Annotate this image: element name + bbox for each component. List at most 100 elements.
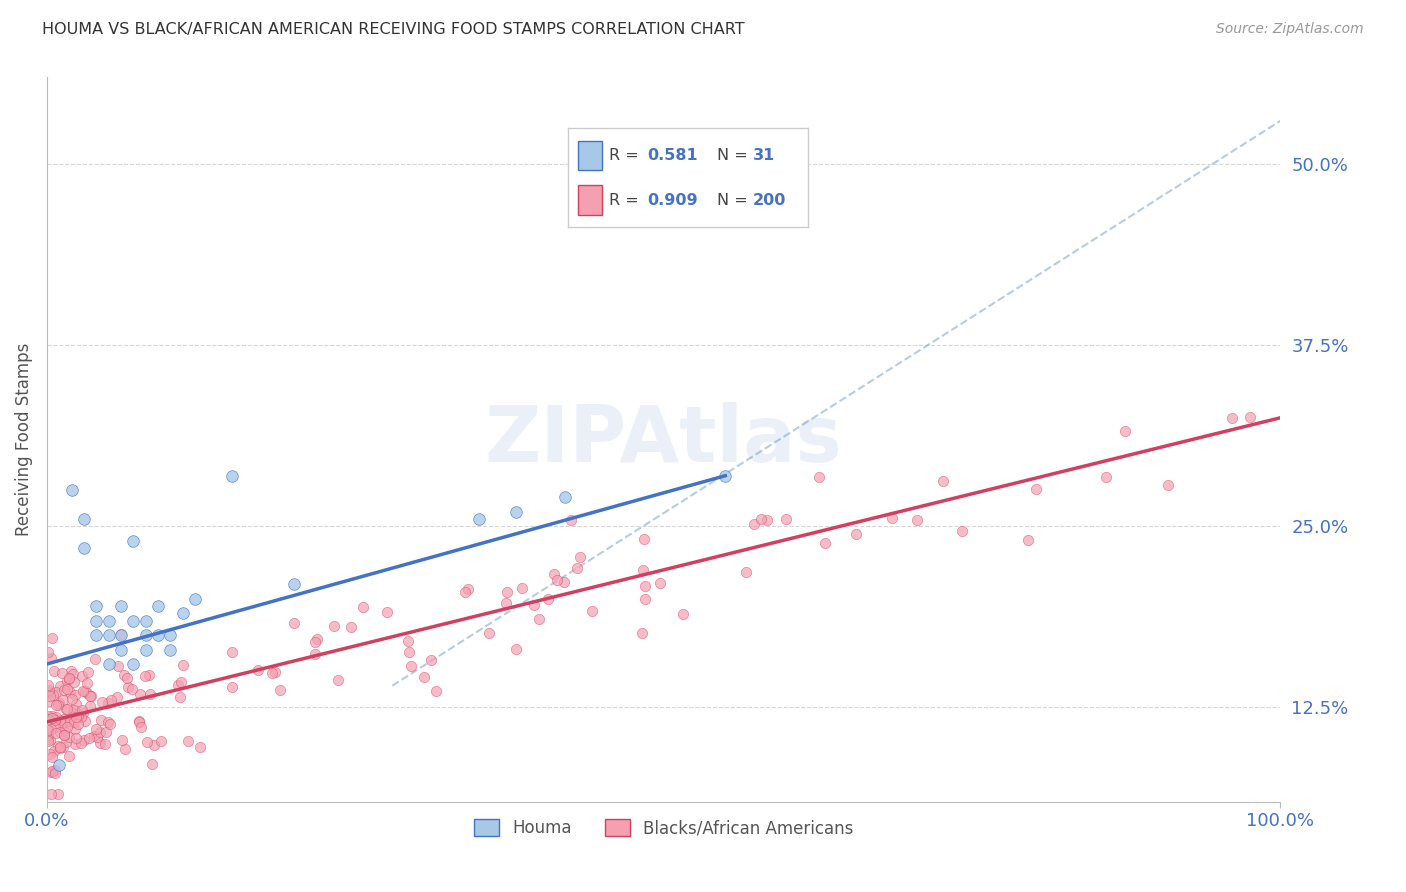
Text: 200: 200	[752, 193, 786, 208]
Point	[138, 668, 160, 682]
Point	[581, 604, 603, 618]
Point	[112, 667, 135, 681]
Point	[79, 698, 101, 713]
Point	[128, 714, 150, 728]
Point	[107, 659, 129, 673]
Point	[478, 626, 501, 640]
Point	[65, 697, 87, 711]
Point	[845, 527, 868, 541]
Point	[751, 512, 773, 526]
Point	[100, 693, 122, 707]
Point	[808, 470, 831, 484]
Point	[84, 614, 107, 628]
Point	[84, 652, 107, 666]
Point	[221, 468, 243, 483]
Point	[45, 698, 67, 713]
Point	[269, 683, 291, 698]
Point	[63, 714, 86, 729]
Point	[39, 722, 62, 736]
Point	[495, 585, 517, 599]
Point	[39, 733, 62, 747]
Point	[49, 740, 72, 755]
Point	[37, 728, 59, 742]
Point	[73, 512, 96, 526]
Point	[76, 686, 98, 700]
Point	[283, 615, 305, 630]
Point	[457, 582, 479, 596]
Point	[537, 591, 560, 606]
FancyBboxPatch shape	[578, 186, 602, 215]
Point	[814, 536, 837, 550]
Point	[135, 614, 157, 628]
Point	[83, 729, 105, 743]
Point	[554, 491, 576, 505]
Text: 31: 31	[752, 148, 775, 163]
Text: HOUMA VS BLACK/AFRICAN AMERICAN RECEIVING FOOD STAMPS CORRELATION CHART: HOUMA VS BLACK/AFRICAN AMERICAN RECEIVIN…	[42, 22, 745, 37]
Point	[41, 709, 63, 723]
Point	[756, 513, 779, 527]
Point	[115, 671, 138, 685]
Point	[122, 614, 145, 628]
Point	[41, 631, 63, 645]
Point	[775, 512, 797, 526]
Point	[135, 628, 157, 642]
Point	[247, 663, 270, 677]
Point	[37, 709, 59, 723]
Point	[38, 689, 60, 703]
Point	[97, 696, 120, 710]
Point	[41, 750, 63, 764]
Point	[567, 560, 589, 574]
Point	[53, 712, 76, 726]
Point	[59, 685, 82, 699]
Point	[37, 723, 59, 738]
Point	[146, 599, 169, 613]
Point	[304, 648, 326, 662]
Point	[169, 690, 191, 704]
Point	[48, 698, 70, 712]
Point	[96, 725, 118, 739]
Point	[260, 665, 283, 680]
Point	[672, 607, 695, 621]
Point	[105, 690, 128, 705]
Point	[41, 711, 63, 725]
Point	[467, 512, 489, 526]
Point	[62, 703, 84, 717]
Point	[73, 714, 96, 729]
Point	[170, 675, 193, 690]
Text: ZIPAtlas: ZIPAtlas	[485, 401, 842, 477]
Point	[714, 468, 737, 483]
Point	[90, 714, 112, 728]
Y-axis label: Receiving Food Stamps: Receiving Food Stamps	[15, 343, 32, 536]
Point	[63, 675, 86, 690]
Point	[42, 743, 65, 757]
Point	[65, 737, 87, 751]
Point	[172, 607, 194, 621]
Point	[86, 730, 108, 744]
Point	[1114, 424, 1136, 438]
Point	[52, 693, 75, 707]
Point	[543, 567, 565, 582]
Point	[742, 517, 765, 532]
Point	[53, 682, 76, 697]
Point	[72, 684, 94, 698]
Point	[51, 666, 73, 681]
Point	[46, 788, 69, 802]
Point	[631, 563, 654, 577]
Point	[73, 541, 96, 555]
Point	[141, 757, 163, 772]
Point	[146, 628, 169, 642]
Point	[41, 689, 63, 703]
Point	[41, 764, 63, 778]
Point	[37, 645, 59, 659]
Point	[122, 533, 145, 548]
Point	[135, 642, 157, 657]
Point	[1017, 533, 1039, 547]
Point	[375, 606, 398, 620]
Point	[38, 683, 60, 698]
Point	[631, 626, 654, 640]
Point	[264, 665, 287, 679]
Point	[67, 717, 90, 731]
Point	[58, 672, 80, 686]
Text: R =: R =	[609, 193, 638, 208]
Point	[84, 722, 107, 736]
